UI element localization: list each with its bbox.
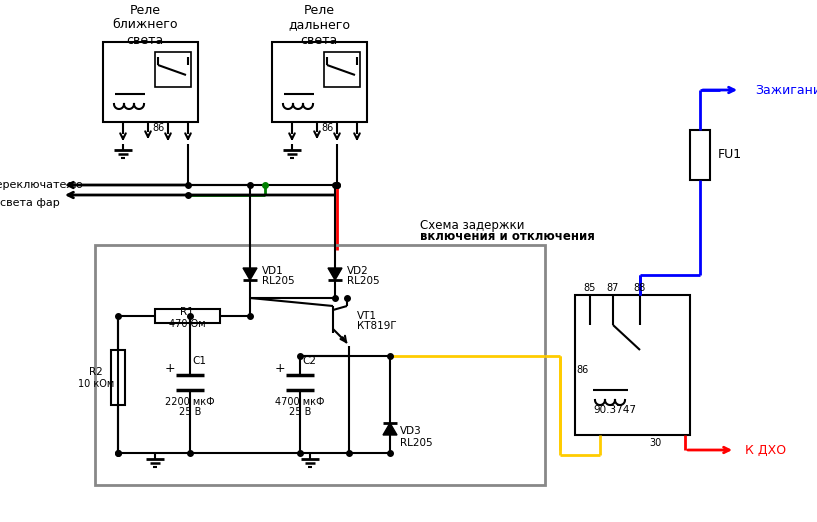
Text: RL205: RL205 <box>262 276 295 286</box>
Bar <box>272 42 367 122</box>
Text: C2: C2 <box>302 356 316 366</box>
Text: 25 В: 25 В <box>179 407 201 417</box>
Text: 4700 мкФ: 4700 мкФ <box>275 397 324 407</box>
Text: К ДХО: К ДХО <box>745 444 786 457</box>
Text: VD1: VD1 <box>262 266 283 276</box>
Text: RL205: RL205 <box>400 438 433 448</box>
Bar <box>324 52 360 87</box>
Text: R1: R1 <box>180 307 194 317</box>
Text: Схема задержки: Схема задержки <box>420 219 525 231</box>
Bar <box>95 245 545 485</box>
Text: 90.3747: 90.3747 <box>593 405 636 415</box>
Text: 85: 85 <box>584 283 596 293</box>
Text: света фар: света фар <box>0 198 60 208</box>
Text: 470 Ом: 470 Ом <box>168 319 205 329</box>
Text: RL205: RL205 <box>347 276 380 286</box>
Text: КТ819Г: КТ819Г <box>357 321 396 331</box>
Text: C1: C1 <box>192 356 206 366</box>
Text: VD2: VD2 <box>347 266 368 276</box>
Text: включения и отключения: включения и отключения <box>420 231 595 243</box>
Polygon shape <box>383 423 397 435</box>
Text: R2: R2 <box>89 367 103 377</box>
Text: Реле
ближнего
света: Реле ближнего света <box>112 4 178 46</box>
Bar <box>575 295 690 435</box>
Text: 86: 86 <box>321 123 333 133</box>
Text: VT1: VT1 <box>357 311 377 321</box>
Bar <box>111 350 125 405</box>
Bar <box>155 309 220 323</box>
Text: 25 В: 25 В <box>289 407 311 417</box>
Text: 30: 30 <box>649 438 661 448</box>
Text: +: + <box>165 362 176 375</box>
Text: К переключателю: К переключателю <box>0 180 83 190</box>
Text: VD3: VD3 <box>400 426 422 436</box>
Bar <box>690 130 710 180</box>
Text: Реле
дальнего
света: Реле дальнего света <box>288 4 350 46</box>
Polygon shape <box>243 268 257 280</box>
Text: 86: 86 <box>577 365 589 375</box>
Text: 10 кОм: 10 кОм <box>78 379 114 389</box>
Text: FU1: FU1 <box>718 148 742 161</box>
Bar <box>155 52 191 87</box>
Text: 87: 87 <box>607 283 619 293</box>
Text: +: + <box>275 362 285 375</box>
Text: 88: 88 <box>634 283 646 293</box>
Text: Зажигание: Зажигание <box>755 84 817 97</box>
Text: 2200 мкФ: 2200 мкФ <box>165 397 215 407</box>
Polygon shape <box>328 268 342 280</box>
Text: 86: 86 <box>152 123 164 133</box>
Bar <box>103 42 198 122</box>
